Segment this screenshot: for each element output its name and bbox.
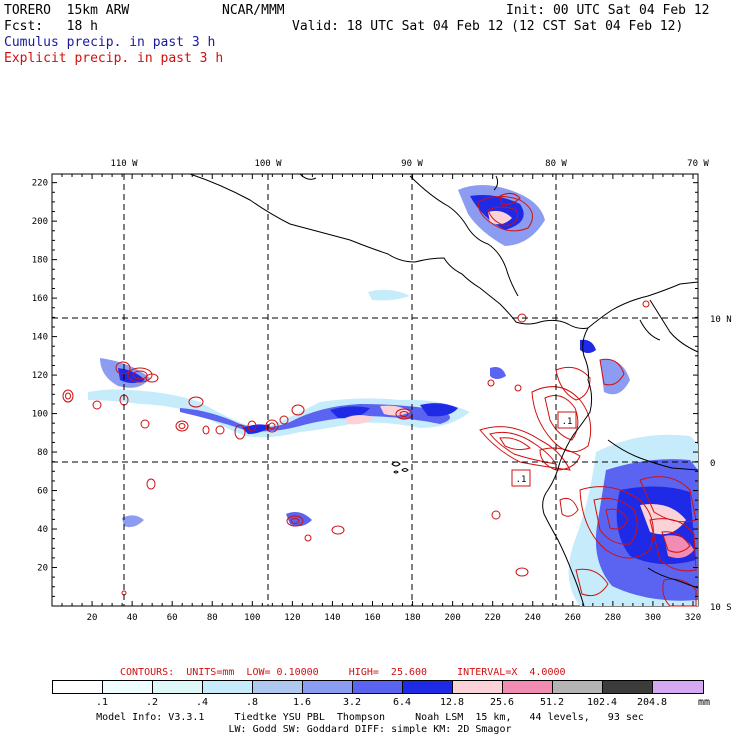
legend-value-label: .4 [195, 697, 209, 708]
legend-value-label: .8 [245, 697, 259, 708]
legend-swatch [203, 681, 253, 693]
x-tick-label: 20 [87, 613, 98, 623]
colombia-cluster [600, 359, 630, 395]
legend-value-label: 1.6 [292, 697, 312, 708]
x-tick-label: 220 [485, 613, 501, 623]
model-title: TORERO 15km ARW [4, 3, 130, 18]
itcz-cell-1 [242, 424, 270, 434]
legend-value-label: .1 [95, 697, 109, 708]
legend-swatch [53, 681, 103, 693]
axis-tick-labels: 20 40 60 80 100 120 140 160 180 200 220 240 260 280 30… [32, 159, 732, 623]
legend-swatch [603, 681, 653, 693]
latitude-label: 10 S [710, 603, 732, 613]
legend-swatch [503, 681, 553, 693]
color-legend-bar [52, 680, 704, 694]
legend-unit: mm [697, 697, 711, 708]
legend-value-label: 102.4 [586, 697, 618, 708]
legend-swatch [303, 681, 353, 693]
itcz-heavy-cell [345, 415, 375, 425]
x-tick-label: 160 [364, 613, 380, 623]
y-tick-label: 20 [37, 564, 48, 574]
x-tick-label: 60 [167, 613, 178, 623]
explicit-precip-contours [62, 192, 697, 607]
valid-time: Valid: 18 UTC Sat 04 Feb 12 (12 CST Sat … [292, 19, 684, 34]
legend-swatch [553, 681, 603, 693]
x-tick-label: 140 [324, 613, 340, 623]
central-america-light [368, 289, 410, 301]
south-cell [122, 515, 144, 528]
legend-swatch [253, 681, 303, 693]
x-tick-label: 240 [525, 613, 541, 623]
longitude-label: 110 W [110, 159, 138, 169]
explicit-field-label: Explicit precip. in past 3 h [4, 51, 224, 66]
itcz-cell-3 [420, 403, 458, 417]
org-label: NCAR/MMM [222, 3, 285, 18]
legend-value-label: 6.4 [392, 697, 412, 708]
y-tick-label: 140 [32, 333, 48, 343]
y-tick-label: 180 [32, 256, 48, 266]
contours-info: CONTOURS: UNITS=mm LOW= 0.10000 HIGH= 25… [120, 667, 566, 678]
cumulus-precip-shading [88, 185, 698, 606]
legend-value-label: 25.6 [489, 697, 515, 708]
footer-physics-info: LW: Godd SW: Goddard DIFF: simple KM: 2D… [228, 724, 512, 735]
x-tick-label: 280 [605, 613, 621, 623]
longitude-label: 70 W [687, 159, 709, 169]
longitude-label: 90 W [401, 159, 423, 169]
x-tick-label: 40 [127, 613, 138, 623]
legend-swatch [653, 681, 703, 693]
map-frame [51, 173, 699, 607]
y-tick-label: 200 [32, 217, 48, 227]
x-tick-label: 100 [244, 613, 260, 623]
annotation-box-label-2: .1 [516, 475, 527, 485]
legend-swatch [103, 681, 153, 693]
caribbean-cluster-heavy [488, 210, 512, 225]
legend-swatch [153, 681, 203, 693]
y-tick-label: 120 [32, 371, 48, 381]
legend-swatch [453, 681, 503, 693]
axis-ticks [52, 174, 698, 606]
x-tick-label: 180 [404, 613, 420, 623]
longitude-label: 80 W [545, 159, 567, 169]
latitude-label: 10 N [710, 315, 732, 325]
x-tick-label: 300 [645, 613, 661, 623]
footer-model-info: Model Info: V3.3.1 Tiedtke YSU PBL Thomp… [96, 712, 644, 723]
legend-value-label: 51.2 [539, 697, 565, 708]
y-tick-label: 160 [32, 294, 48, 304]
y-tick-label: 220 [32, 179, 48, 189]
itcz-heavy-cell-2 [380, 405, 410, 416]
legend-value-label: 12.8 [439, 697, 465, 708]
cumulus-field-label: Cumulus precip. in past 3 h [4, 35, 216, 50]
pacific-cell [490, 367, 506, 379]
y-tick-label: 60 [37, 487, 48, 497]
legend-swatch [353, 681, 403, 693]
legend-value-label: 3.2 [342, 697, 362, 708]
annotation-box-label-1: .1 [562, 417, 573, 427]
x-tick-label: 260 [565, 613, 581, 623]
south-cell-2 [286, 512, 312, 527]
y-tick-label: 100 [32, 410, 48, 420]
y-tick-label: 40 [37, 525, 48, 535]
legend-value-label: 204.8 [636, 697, 668, 708]
legend-swatch [403, 681, 453, 693]
annotation-boxes: .1 .1 [511, 411, 577, 487]
itcz-band-light [88, 389, 470, 438]
init-time: Init: 00 UTC Sat 04 Feb 12 [506, 3, 710, 18]
lat-lon-grid [52, 174, 698, 606]
longitude-label: 100 W [254, 159, 282, 169]
legend-value-label: .2 [145, 697, 159, 708]
colombia-cell [580, 339, 596, 353]
x-tick-label: 200 [444, 613, 460, 623]
x-tick-label: 80 [207, 613, 218, 623]
coastlines [189, 173, 699, 607]
x-tick-label: 320 [685, 613, 701, 623]
latitude-label: 0 [710, 459, 715, 469]
y-tick-label: 80 [37, 448, 48, 458]
x-tick-label: 120 [284, 613, 300, 623]
forecast-hour: Fcst: 18 h [4, 19, 98, 34]
